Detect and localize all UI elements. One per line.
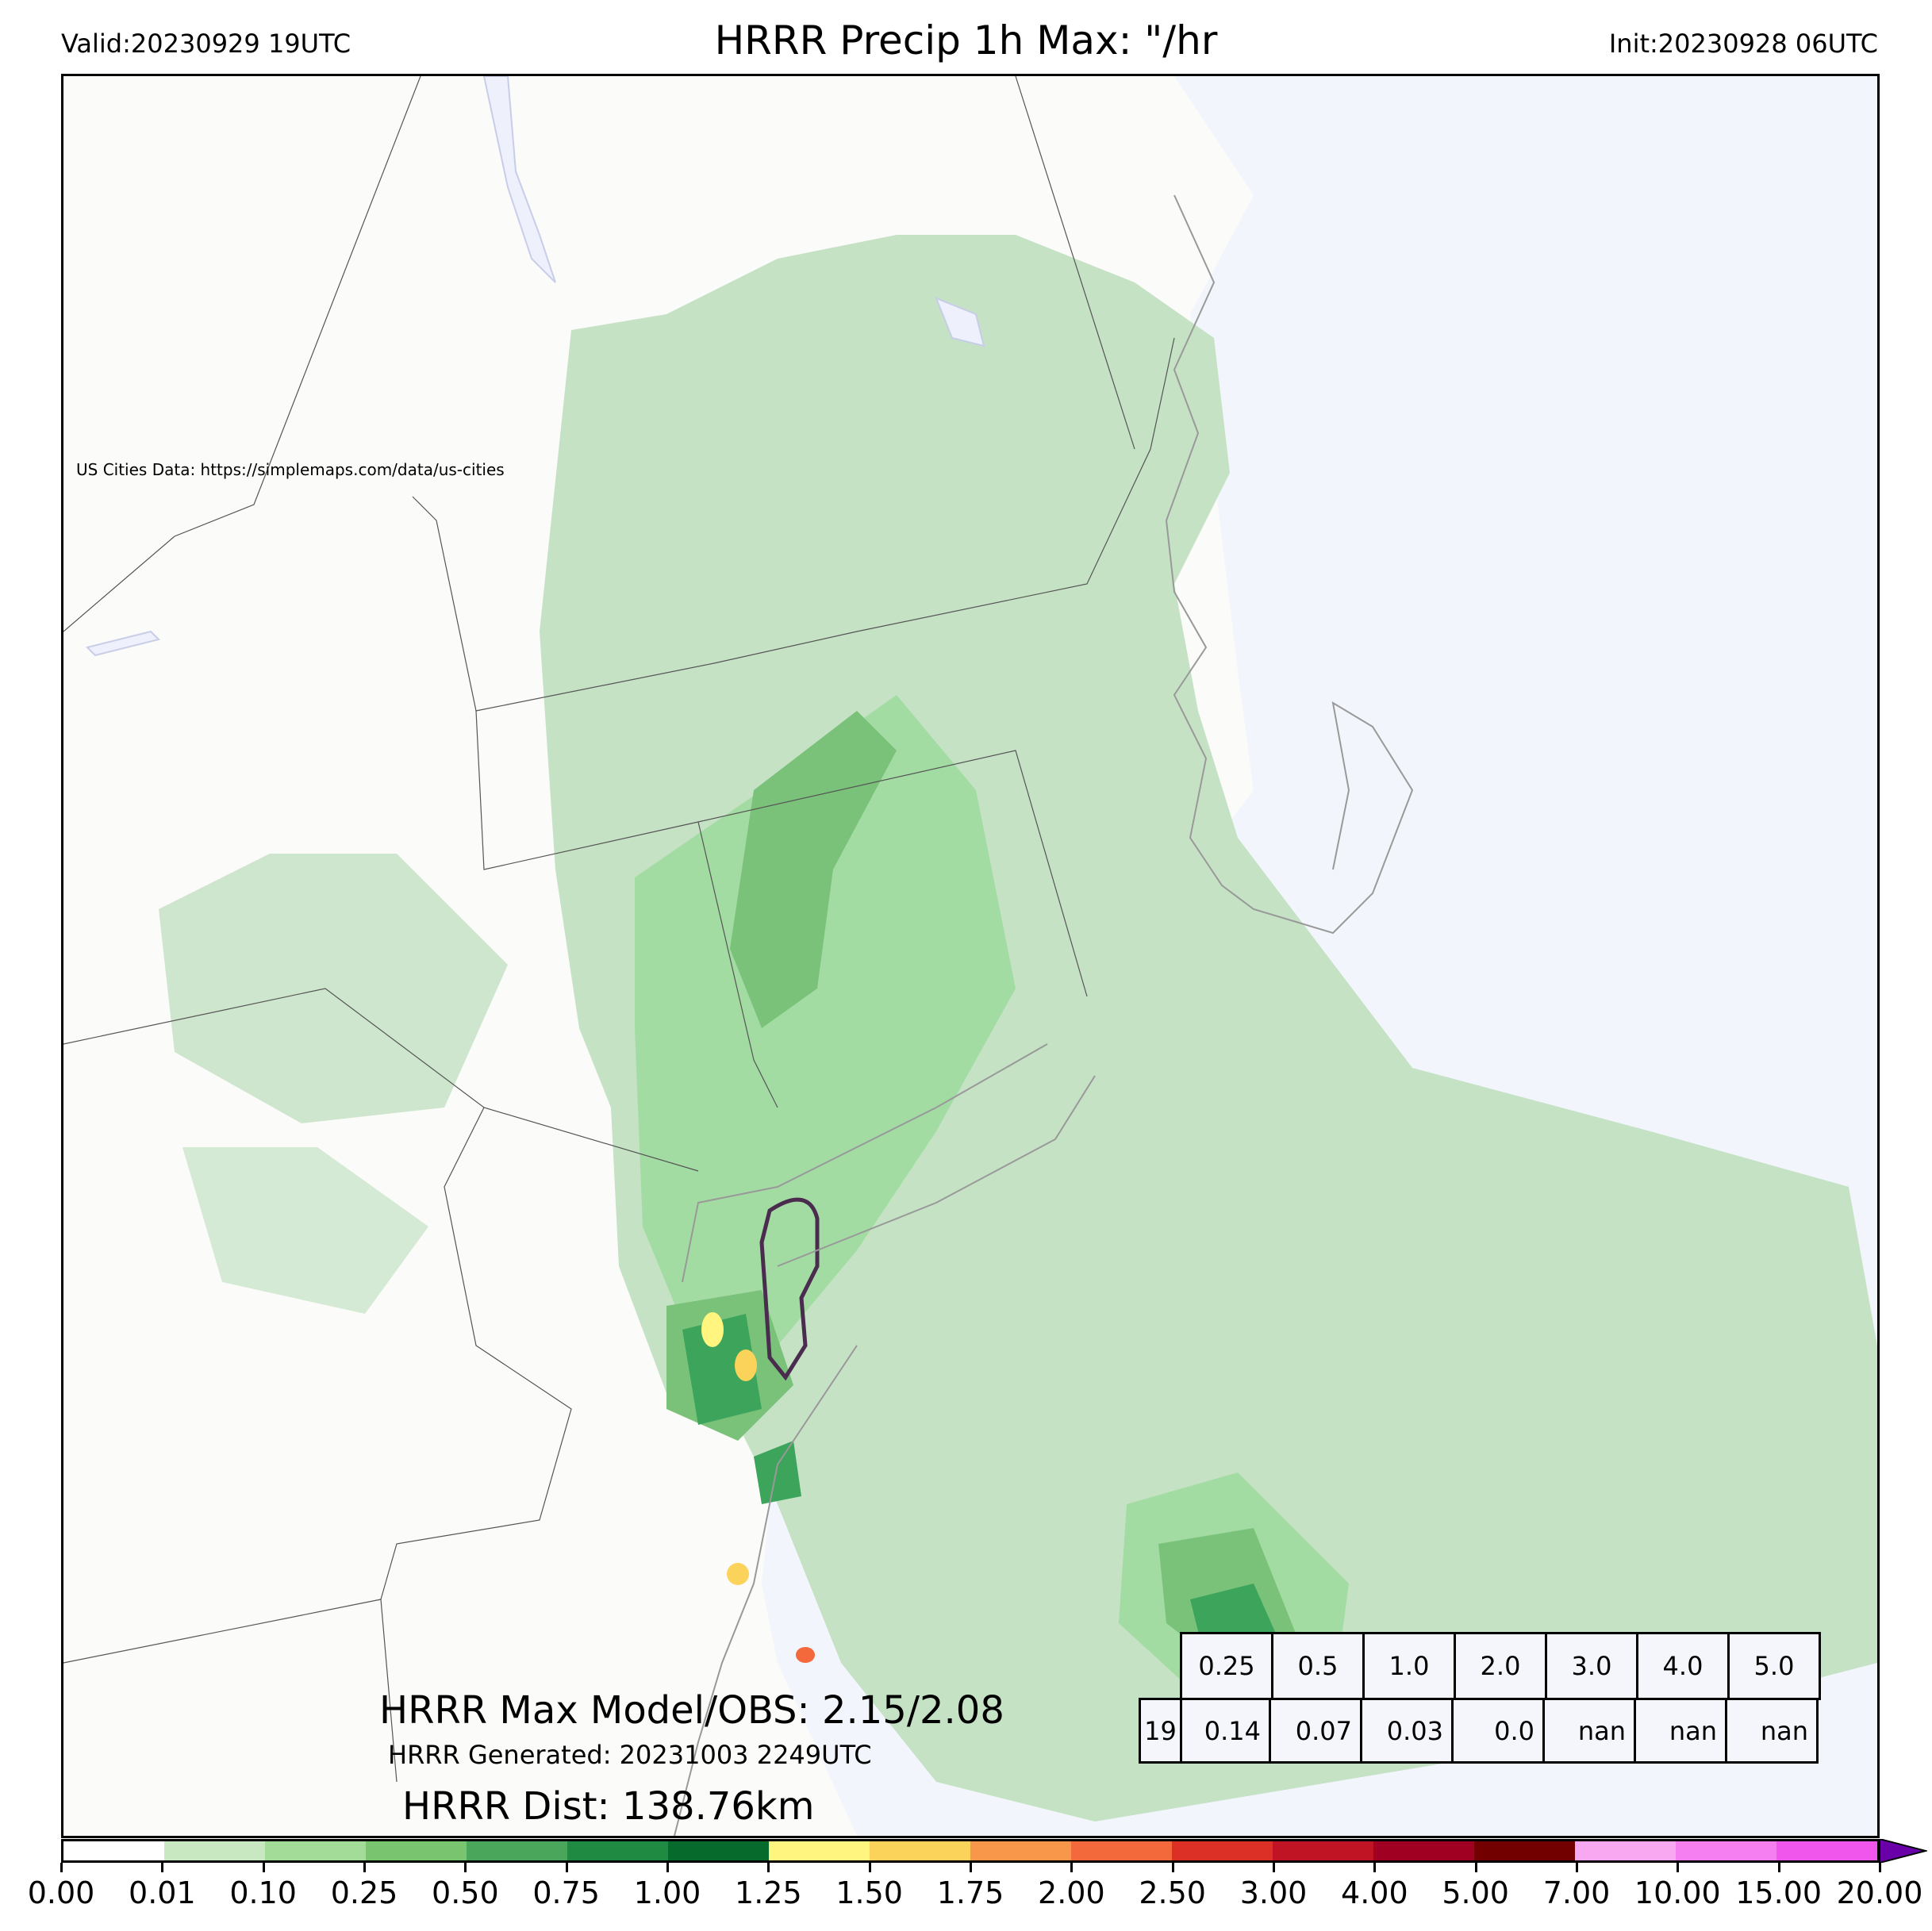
colorbar-tick-label: 0.10 [229,1875,297,1910]
state-borders [63,76,1175,1783]
colorbar [61,1839,1880,1863]
distance-label: HRRR Dist: 138.76km [402,1784,815,1829]
colorbar-tick [161,1863,164,1872]
colorbar-tick [1070,1863,1074,1872]
map-graphics [63,76,1877,1836]
colorbar-tick-label: 0.75 [532,1875,600,1910]
colorbar-tick [1576,1863,1578,1872]
threshold-cell: 1.0 [1362,1632,1456,1700]
precip-green [730,711,897,1028]
colorbar-tick [1273,1863,1275,1872]
value-cell: nan [1542,1698,1636,1764]
generated-label: HRRR Generated: 20231003 2249UTC [388,1740,872,1770]
colorbar-tick [60,1863,63,1872]
precip-light [540,235,1877,1822]
colorbar-tick [868,1863,871,1872]
precip-core-1 [701,1312,724,1347]
colorbar-tick [767,1863,770,1872]
precip-dark-2 [754,1441,801,1504]
colorbar-segment [668,1841,769,1860]
precip-map: US Cities Data: https://simplemaps.com/d… [61,74,1880,1838]
threshold-cell: 5.0 [1727,1632,1821,1700]
row-label-cell: 19 [1139,1698,1182,1764]
colorbar-segment [1071,1841,1172,1860]
colorbar-segment [164,1841,265,1860]
precip-light-west [159,854,508,1123]
colorbar-tick [464,1863,467,1872]
threshold-cell: 3.0 [1545,1632,1638,1700]
colorbar-segment [1172,1841,1273,1860]
precip-core-4 [796,1647,815,1663]
colorbar-segment [1575,1841,1676,1860]
value-cell: 0.14 [1180,1698,1271,1764]
colorbar-segment [1273,1841,1373,1860]
precip-light-west2 [182,1147,428,1314]
colorbar-tick-label: 0.50 [432,1875,499,1910]
valid-time-label: Valid:20230929 19UTC [61,29,351,59]
max-model-obs-label: HRRR Max Model/OBS: 2.15/2.08 [379,1688,1004,1733]
colorbar-tick [363,1863,366,1872]
colorbar-segment [467,1841,567,1860]
threshold-cell: 0.25 [1180,1632,1273,1700]
colorbar-tick-label: 4.00 [1341,1875,1408,1910]
colorbar-tick-label: 1.50 [835,1875,903,1910]
colorbar-tick [565,1863,568,1872]
data-credit: US Cities Data: https://simplemaps.com/d… [76,460,505,479]
coastline [674,194,1414,1836]
colorbar-tick [970,1863,972,1872]
precip-dark [682,1314,762,1425]
threshold-cell: 0.5 [1271,1632,1365,1700]
colorbar-tick-label: 20.00 [1836,1875,1923,1910]
colorbar-tick-label: 0.01 [129,1875,196,1910]
colorbar-tick [1171,1863,1174,1872]
colorbar-segment [265,1841,366,1860]
value-cell: 0.07 [1269,1698,1362,1764]
colorbar-segment [1474,1841,1575,1860]
obs-contour [759,1197,820,1381]
value-cell: 0.0 [1451,1698,1545,1764]
colorbar-tick [262,1863,265,1872]
colorbar-tick [1879,1863,1881,1872]
colorbar-tick [1373,1863,1377,1872]
colorbar-tick-label: 1.00 [633,1875,701,1910]
value-table: 19 0.14 0.07 0.03 0.0 nan nan nan [1139,1698,1819,1764]
threshold-table: 0.25 0.5 1.0 2.0 3.0 4.0 5.0 [1180,1632,1821,1700]
colorbar-tick-label: 15.00 [1735,1875,1823,1910]
colorbar-segment [970,1841,1071,1860]
colorbar-segment [769,1841,870,1860]
value-cell: 0.03 [1360,1698,1454,1764]
value-cell: nan [1634,1698,1727,1764]
colorbar-tick-label: 0.25 [330,1875,398,1910]
colorbar-segment [567,1841,668,1860]
colorbar-tick-label: 5.00 [1442,1875,1509,1910]
colorbar-tick [666,1863,669,1872]
colorbar-segment [63,1841,164,1860]
colorbar-tick-label: 2.50 [1139,1875,1206,1910]
precip-core-3 [727,1563,749,1585]
colorbar-tick-label: 1.25 [735,1875,802,1910]
colorbar-tick [1474,1863,1477,1872]
colorbar-tick-label: 10.00 [1634,1875,1721,1910]
colorbar-segment [1373,1841,1474,1860]
colorbar-tick-label: 1.75 [936,1875,1004,1910]
colorbar-segment [1676,1841,1776,1860]
threshold-cell: 4.0 [1636,1632,1730,1700]
colorbar-tick-label: 3.00 [1239,1875,1308,1910]
colorbar-segment [1776,1841,1877,1860]
water-bodies [86,76,985,657]
colorbar-tick [1777,1863,1780,1872]
precip-core-2 [735,1349,757,1381]
threshold-cell: 2.0 [1454,1632,1547,1700]
colorbar-tick-label: 2.00 [1038,1875,1105,1910]
precip-mid [635,695,1016,1361]
colorbar-segment [870,1841,970,1860]
colorbar-segment [366,1841,467,1860]
value-cell: nan [1725,1698,1819,1764]
colorbar-tick-label: 0.00 [27,1875,95,1910]
colorbar-extend-arrow [1880,1839,1927,1863]
colorbar-tick [1677,1863,1680,1872]
colorbar-tick-label: 7.00 [1542,1875,1611,1910]
map-title: HRRR Precip 1h Max: "/hr [714,17,1218,63]
init-time-label: Init:20230928 06UTC [1608,29,1878,59]
